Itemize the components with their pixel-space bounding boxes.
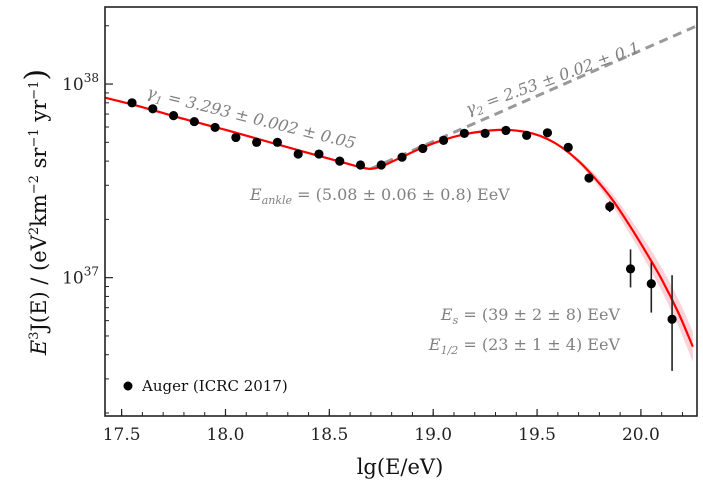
data-point	[272, 137, 283, 147]
legend-label: Auger (ICRC 2017)	[141, 377, 288, 395]
data-point	[605, 201, 615, 212]
data-point	[252, 137, 262, 147]
data-point	[584, 173, 594, 183]
x-tick-label: 19.0	[414, 425, 452, 445]
legend-marker	[123, 381, 133, 391]
x-tick-label: 17.5	[103, 425, 141, 445]
data-point	[376, 160, 386, 170]
data-point	[625, 264, 636, 274]
plot-frame	[104, 6, 698, 417]
data-point	[168, 111, 179, 121]
data-point	[148, 104, 158, 114]
data-point	[480, 128, 490, 139]
y-tick-label: 1037	[62, 265, 99, 289]
data-point	[667, 314, 677, 324]
data-point	[438, 135, 449, 145]
data-point	[210, 122, 220, 133]
y-axis-label: E3J(E) / (eV2km−2 sr−1 yr−1)	[19, 69, 54, 356]
gamma2-annotation: γ2 = 2.53 ± 0.02 ± 0.1	[463, 38, 643, 122]
legend: Auger (ICRC 2017)	[123, 377, 288, 395]
data-point	[231, 132, 241, 143]
data-point	[335, 156, 345, 166]
data-point	[189, 116, 199, 127]
x-tick-label: 18.5	[310, 425, 348, 445]
data-point	[397, 152, 407, 162]
data-point	[127, 98, 137, 108]
data-point	[355, 160, 366, 170]
ehalf-annotation: E1/2 = (23 ± 1 ± 4) EeV	[428, 335, 621, 357]
x-tick-label: 19.5	[518, 425, 556, 445]
data-points	[127, 98, 677, 371]
ankle-annotation: Eankle = (5.08 ± 0.06 ± 0.8) EeV	[249, 185, 510, 207]
data-point	[646, 279, 656, 289]
data-point	[542, 128, 553, 138]
fit-curve	[104, 96, 694, 348]
data-point	[522, 130, 532, 140]
x-tick-label: 18.0	[207, 425, 245, 445]
es-annotation: Es = (39 ± 2 ± 8) EeV	[440, 305, 621, 327]
x-axis-label: lg(E/eV)	[357, 455, 444, 479]
y-axis: 1037 1038	[62, 71, 113, 289]
data-point	[293, 149, 303, 159]
x-tick-label: 20.0	[622, 425, 660, 445]
data-point	[501, 125, 511, 136]
x-axis: 17.5 18.0 18.5 19.0 19.5 20.0	[103, 409, 683, 445]
data-point	[418, 143, 428, 154]
data-point	[314, 149, 324, 159]
data-point	[563, 142, 573, 152]
data-point	[459, 128, 469, 139]
y-tick-label: 1038	[62, 71, 99, 95]
